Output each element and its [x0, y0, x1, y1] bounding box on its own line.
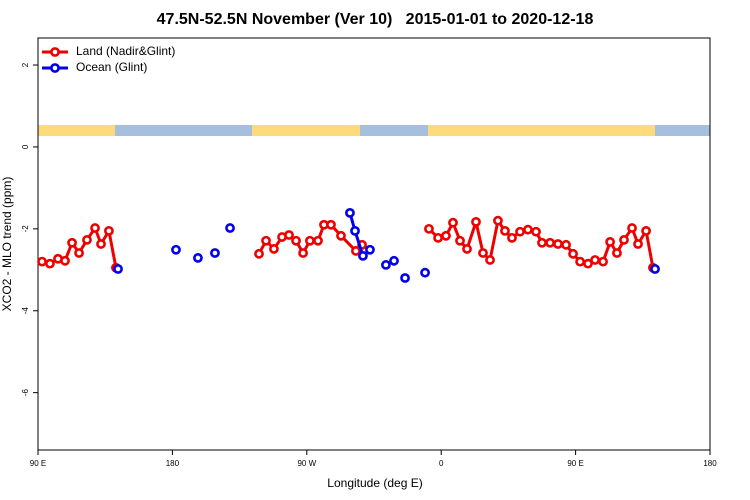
data-point [389, 255, 399, 266]
y-tick-label: 2 [21, 62, 30, 67]
data-point [523, 224, 533, 235]
data-point [478, 248, 488, 258]
chart-title: 47.5N-52.5N November (Ver 10) 2015-01-01… [157, 11, 594, 28]
data-point [210, 248, 220, 258]
data-point [531, 226, 541, 237]
data-point [455, 235, 465, 246]
data-point [96, 239, 106, 249]
data-point [313, 235, 323, 246]
data-point [269, 244, 279, 254]
data-point [575, 256, 585, 267]
data-point [441, 230, 451, 241]
data-point [448, 217, 458, 228]
data-point [225, 223, 235, 233]
y-axis-label: XCO2 - MLO trend (ppm) [0, 177, 14, 312]
land-ocean-strip [38, 125, 710, 136]
data-point [553, 239, 563, 249]
legend-marker [50, 47, 60, 57]
data-point [74, 248, 84, 258]
data-point [612, 248, 622, 258]
data-point [291, 235, 301, 246]
data-point [650, 264, 660, 274]
data-point [605, 237, 615, 247]
data-point [500, 225, 510, 236]
data-point [365, 244, 375, 255]
data-point [420, 267, 430, 278]
data-point [113, 264, 123, 274]
data-point [193, 253, 203, 263]
plot-frame [37, 37, 711, 451]
data-point [254, 248, 264, 259]
data-point [298, 248, 308, 258]
legend-label: Ocean (Glint) [76, 60, 147, 74]
data-point [583, 258, 593, 269]
y-tick-label: -4 [21, 307, 30, 315]
legend-marker [50, 63, 60, 73]
data-point [400, 273, 410, 283]
y-tick-label: -2 [21, 225, 30, 233]
data-point [545, 237, 555, 248]
data-point [67, 237, 77, 248]
data-point [358, 250, 368, 261]
data-point [462, 244, 472, 254]
x-tick-label: 180 [703, 459, 717, 468]
data-point [568, 248, 578, 259]
data-point [60, 255, 70, 266]
legend-label: Land (Nadir&Glint) [76, 44, 175, 58]
y-tick-label: -6 [21, 389, 30, 397]
data-point [171, 244, 181, 255]
data-point [345, 207, 355, 218]
data-point [82, 235, 92, 245]
data-point [537, 237, 547, 248]
data-point [627, 223, 637, 233]
data-point [261, 235, 271, 246]
data-point [350, 225, 360, 236]
x-axis-label: Longitude (deg E) [327, 476, 422, 490]
data-point [507, 232, 517, 243]
data-point [284, 230, 294, 240]
data-point [561, 239, 571, 250]
x-tick-label: 0 [439, 459, 444, 468]
data-point [305, 235, 315, 246]
data-point [424, 223, 434, 234]
data-point [37, 256, 47, 267]
x-tick-label: 90 E [30, 459, 46, 468]
data-point [471, 216, 481, 227]
y-tick-label: 0 [21, 144, 30, 149]
data-point [598, 256, 608, 267]
data-point [619, 235, 629, 245]
data-point [326, 219, 336, 230]
x-tick-label: 180 [166, 459, 180, 468]
x-tick-label: 90 E [567, 459, 583, 468]
data-point [351, 246, 361, 256]
data-point [45, 258, 55, 269]
data-point [336, 230, 346, 241]
data-point [641, 225, 651, 236]
data-point [633, 239, 643, 249]
data-point [485, 255, 495, 265]
data-point [104, 225, 114, 236]
data-point [515, 226, 525, 237]
data-point [381, 259, 391, 270]
data-point [433, 232, 443, 243]
x-tick-label: 90 W [297, 459, 316, 468]
data-point [493, 215, 503, 226]
data-point [90, 223, 100, 233]
data-point [590, 255, 600, 265]
